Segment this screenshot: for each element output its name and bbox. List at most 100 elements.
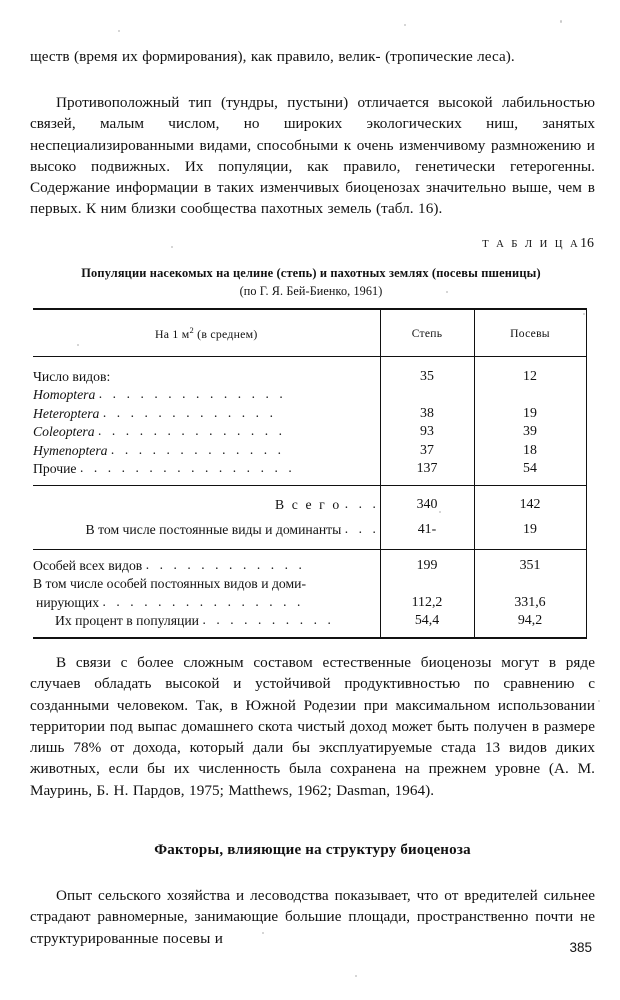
row-label-cell: В том числе особей постоянных видов и до… <box>33 575 380 594</box>
paragraph-text: В связи с более сложным составом естеств… <box>30 654 595 799</box>
scan-speckle <box>118 30 120 32</box>
row-label: Число видов: <box>33 368 111 384</box>
row-label-cell: Их процент в популяции . . . . . . . . .… <box>33 612 380 631</box>
spacer-cell <box>473 542 587 550</box>
paragraph-last: Опыт сельского хозяйства и лесоводства п… <box>30 885 595 949</box>
row-label: Heteroptera <box>33 405 100 421</box>
dot-leader: . . . . . . . . . . <box>202 612 335 628</box>
row-value-steppe: 41- <box>379 517 474 543</box>
paragraph-continuation: ществ (время их формирования), как прави… <box>30 48 515 65</box>
spacer-cell <box>379 485 474 493</box>
row-label: В том числе особей постоянных видов и до… <box>33 576 307 592</box>
row-value-steppe: 93 <box>379 423 474 442</box>
dot-leader: . . . . . . . . . . . . . . <box>98 423 286 439</box>
table-row: Heteroptera . . . . . . . . . . . . . 38… <box>33 404 587 424</box>
table-number-label: Т А Б Л И Ц А16 <box>482 236 594 252</box>
scan-speckle <box>446 291 448 293</box>
paragraph-text: Опыт сельского хозяйства и лесоводства п… <box>30 887 595 947</box>
row-label-cell: В с е г о . . . <box>33 493 380 518</box>
row-label-cell: Hymenoptera . . . . . . . . . . . . . <box>33 442 380 461</box>
row-label-cell: Особей всех видов . . . . . . . . . . . … <box>33 557 380 576</box>
table-row: нирующих . . . . . . . . . . . . . . . 1… <box>33 593 587 612</box>
table-row: В с е г о . . . 340 142 <box>33 492 587 518</box>
table-spacer-row <box>33 485 587 493</box>
paragraph-after-table: В связи с более сложным составом естеств… <box>30 652 595 801</box>
row-value-crops: 142 <box>473 492 587 518</box>
spacer-cell <box>473 485 587 493</box>
row-value-steppe <box>379 575 474 594</box>
table-header-row: На 1 м2 (в среднем) Степь Посевы <box>33 308 587 357</box>
row-label: нирующих <box>36 594 100 610</box>
row-value-crops: 331,6 <box>473 593 587 612</box>
table-caption-line-1: Популяции насекомых на целине (степь) и … <box>81 266 541 280</box>
row-value-crops <box>473 386 587 405</box>
table-row: В том числе особей постоянных видов и до… <box>33 575 587 594</box>
table-row: Число видов: 35 12 <box>33 367 587 386</box>
row-value-steppe: 340 <box>379 492 474 518</box>
header-metric-tail: (в среднем) <box>193 326 258 341</box>
row-value-steppe: 35 <box>379 367 474 386</box>
spacer-cell <box>33 542 380 550</box>
row-label: Особей всех видов <box>33 557 143 573</box>
spacer-cell <box>379 630 474 639</box>
table-spacer-row <box>33 630 587 639</box>
row-label-cell: Homoptera . . . . . . . . . . . . . . <box>33 386 380 405</box>
row-label: Hymenoptera <box>33 442 108 458</box>
table-label-word: Т А Б Л И Ц А <box>482 238 581 250</box>
scan-speckle <box>404 24 406 26</box>
row-label: Прочие <box>33 461 77 477</box>
scan-speckle <box>171 246 173 248</box>
row-value-crops: 54 <box>473 460 587 479</box>
spacer-cell <box>33 478 380 486</box>
row-label: Их процент в популяции <box>55 613 200 629</box>
table-row: Их процент в популяции . . . . . . . . .… <box>33 612 587 631</box>
row-label: Coleoptera <box>33 424 95 440</box>
dot-leader: . . . . . . . . . . . . . . . . <box>79 460 296 476</box>
row-value-crops: 18 <box>473 441 587 460</box>
row-value-steppe: 54,4 <box>379 612 474 631</box>
table-spacer-row <box>33 478 587 486</box>
row-label: В с е г о <box>275 497 342 512</box>
row-value-crops <box>473 575 587 594</box>
row-value-crops: 12 <box>473 367 587 386</box>
spacer-cell <box>379 356 474 368</box>
row-value-steppe: 199 <box>379 556 474 575</box>
dot-leader: . . . . . . . . . . . . <box>145 556 306 572</box>
row-value-crops: 39 <box>473 423 587 442</box>
page-number: 385 <box>569 940 592 955</box>
dot-leader: . . . . . . . . . . . . . <box>102 404 277 420</box>
scan-speckle <box>77 344 79 346</box>
header-cell-steppe: Степь <box>379 308 474 357</box>
table-spacer-row <box>33 549 587 557</box>
spacer-cell <box>473 356 587 368</box>
table-label-number: 16 <box>580 236 594 251</box>
spacer-cell <box>33 357 380 368</box>
scan-speckle <box>583 313 585 315</box>
dot-leader: . . . . . . . . . . . . . . . <box>102 593 304 609</box>
spacer-cell <box>33 486 380 493</box>
dot-leader: . . . <box>344 521 380 536</box>
row-value-crops: 351 <box>473 556 587 575</box>
spacer-cell <box>379 478 474 486</box>
row-label-cell: Heteroptera . . . . . . . . . . . . . <box>33 405 380 424</box>
row-label: В том числе постоянные виды и доминанты <box>85 522 342 537</box>
scan-speckle <box>560 20 562 23</box>
row-label-cell: В том числе постоянные виды и доминанты … <box>33 518 380 543</box>
spacer-cell <box>33 630 380 639</box>
insect-population-table: На 1 м2 (в среднем) Степь Посевы Число в… <box>33 308 587 639</box>
header-cell-crops: Посевы <box>473 308 587 357</box>
table-spacer-row <box>33 356 587 368</box>
scan-speckle <box>598 700 600 702</box>
table-row: Прочие . . . . . . . . . . . . . . . . 1… <box>33 460 587 479</box>
header-cell-metric: На 1 м2 (в среднем) <box>33 308 380 357</box>
table-spacer-row <box>33 542 587 550</box>
table-row: Особей всех видов . . . . . . . . . . . … <box>33 556 587 576</box>
spacer-cell <box>33 550 380 557</box>
spacer-cell <box>379 542 474 550</box>
row-value-steppe <box>379 386 474 405</box>
scan-speckle <box>355 975 357 977</box>
spacer-cell <box>473 478 587 486</box>
scan-speckle <box>439 511 441 513</box>
row-value-steppe: 37 <box>379 441 474 460</box>
